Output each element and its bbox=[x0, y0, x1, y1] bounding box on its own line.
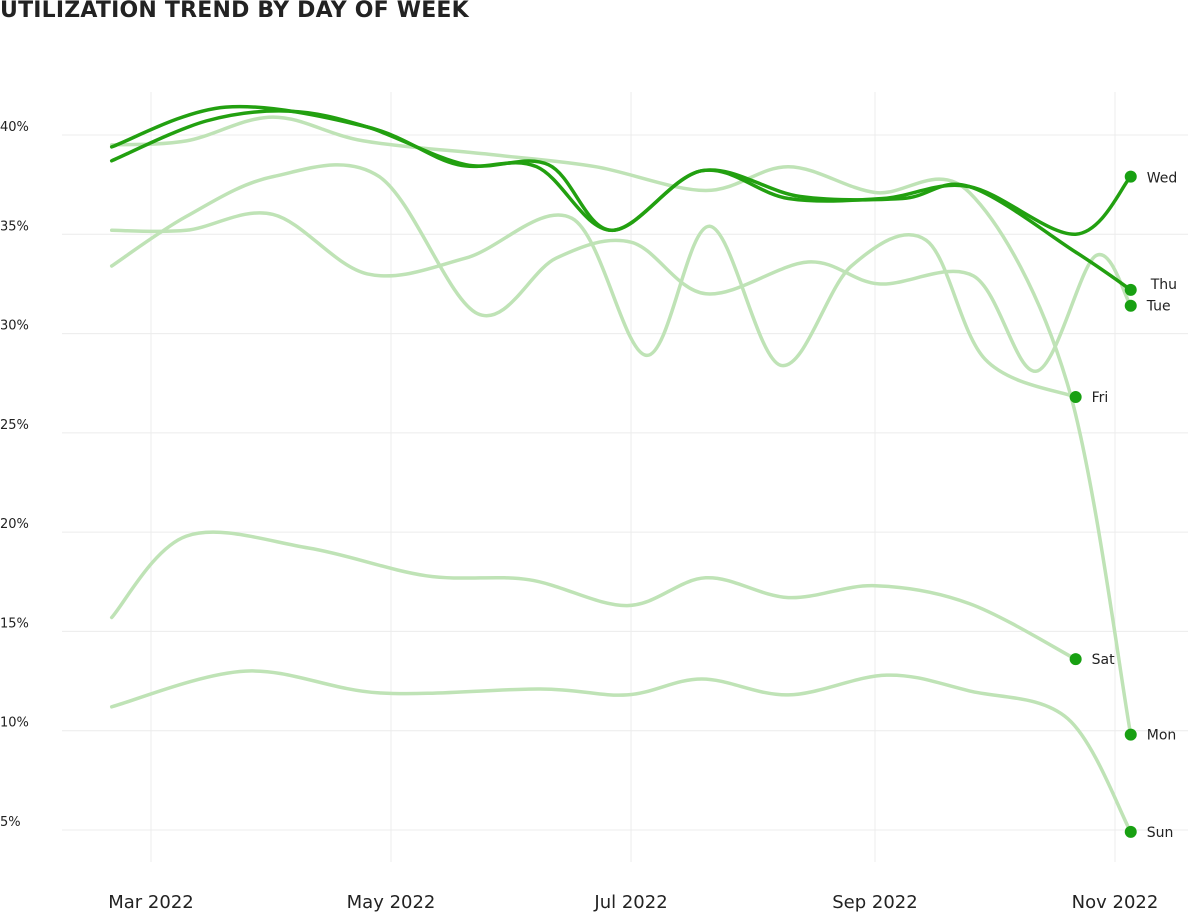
series-line-fri bbox=[109, 211, 1078, 399]
chart-title: UTILIZATION TREND BY DAY OF WEEK bbox=[0, 0, 469, 23]
y-tick-label: 40% bbox=[0, 120, 29, 135]
highlight-series-layer bbox=[109, 104, 1133, 292]
series-end-marker-thu bbox=[1124, 283, 1137, 296]
series-line-thu bbox=[109, 104, 1133, 292]
series-line-mon bbox=[109, 115, 1133, 737]
series-end-marker-mon bbox=[1124, 728, 1137, 741]
series-label-tue: Tue bbox=[1146, 299, 1171, 315]
y-axis-ticks: 40% 35% 30% 25% 20% 15% 10% 5% bbox=[0, 120, 29, 830]
x-tick-label: Sep 2022 bbox=[832, 892, 917, 913]
muted-series-layer bbox=[109, 115, 1133, 834]
series-label-thu: Thu bbox=[1150, 277, 1177, 293]
x-axis-ticks: Mar 2022 May 2022 Jul 2022 Sep 2022 Nov 2022 bbox=[108, 892, 1158, 913]
series-end-marker-fri bbox=[1069, 391, 1082, 404]
y-tick-label: 15% bbox=[0, 616, 29, 631]
series-label-wed: Wed bbox=[1147, 171, 1178, 187]
series-end-marker-sun bbox=[1124, 825, 1137, 838]
series-end-marker-wed bbox=[1124, 170, 1137, 183]
x-tick-label: May 2022 bbox=[347, 892, 436, 913]
series-label-sat: Sat bbox=[1092, 652, 1115, 668]
end-labels-layer: Mon Tue Wed Thu Fri Sat Sun bbox=[1092, 171, 1178, 841]
series-label-fri: Fri bbox=[1092, 390, 1109, 406]
series-label-mon: Mon bbox=[1147, 728, 1177, 744]
y-tick-label: 30% bbox=[0, 319, 29, 334]
end-markers-layer bbox=[1069, 170, 1137, 838]
x-tick-label: Jul 2022 bbox=[593, 892, 667, 913]
series-line-sat bbox=[109, 530, 1078, 661]
y-tick-label: 25% bbox=[0, 418, 29, 433]
y-tick-label: 20% bbox=[0, 517, 29, 532]
x-tick-label: Nov 2022 bbox=[1072, 892, 1159, 913]
grid-layer bbox=[62, 92, 1188, 862]
x-tick-label: Mar 2022 bbox=[108, 892, 194, 913]
series-end-marker-tue bbox=[1124, 299, 1137, 312]
y-tick-label: 35% bbox=[0, 219, 29, 234]
y-tick-label: 10% bbox=[0, 716, 29, 731]
series-label-sun: Sun bbox=[1147, 825, 1174, 841]
series-line-tue bbox=[109, 163, 1133, 373]
series-end-marker-sat bbox=[1069, 653, 1082, 666]
series-line-sun bbox=[109, 669, 1133, 834]
y-tick-label: 5% bbox=[0, 815, 21, 830]
